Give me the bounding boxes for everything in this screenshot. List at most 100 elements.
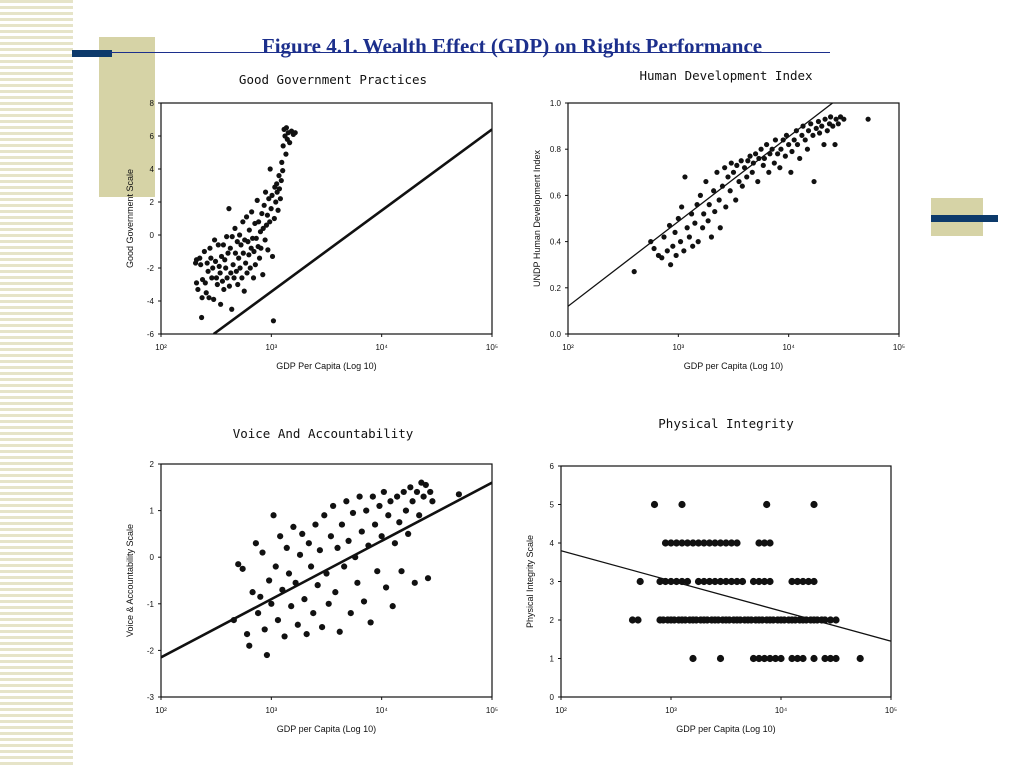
data-point xyxy=(670,243,676,249)
data-point xyxy=(427,488,434,496)
data-point xyxy=(769,146,775,152)
y-tick-label: 2 xyxy=(150,198,155,207)
data-point xyxy=(278,177,284,184)
data-point xyxy=(299,530,306,538)
data-point xyxy=(367,619,374,626)
data-point xyxy=(262,237,268,243)
data-point xyxy=(739,183,745,189)
data-point xyxy=(722,539,730,547)
data-point xyxy=(804,146,811,152)
x-axis-label: GDP per Capita (Log 10) xyxy=(684,361,783,371)
data-point xyxy=(285,570,293,577)
data-point xyxy=(727,539,736,547)
data-point xyxy=(424,575,432,582)
y-tick-label: 0.4 xyxy=(550,238,562,247)
x-tick-label: 10⁴ xyxy=(782,343,795,352)
data-point xyxy=(815,118,822,125)
data-point xyxy=(745,158,751,164)
y-tick-label: -2 xyxy=(147,646,155,655)
data-point xyxy=(343,498,350,505)
data-point xyxy=(356,493,363,500)
data-point xyxy=(802,137,808,143)
data-point xyxy=(767,151,773,157)
data-point xyxy=(290,523,297,531)
data-point xyxy=(808,121,814,127)
data-point xyxy=(243,214,250,220)
x-tick-label: 10³ xyxy=(665,706,677,715)
data-point xyxy=(327,533,335,540)
y-tick-label: 4 xyxy=(150,165,155,174)
data-point xyxy=(221,286,227,293)
data-point xyxy=(233,268,239,274)
data-point xyxy=(274,617,282,624)
data-point xyxy=(722,577,730,586)
data-point xyxy=(266,577,273,584)
data-point xyxy=(283,125,290,131)
data-point xyxy=(684,225,690,231)
data-point xyxy=(228,270,234,276)
chart-title: Good Government Practices xyxy=(239,72,427,87)
data-point xyxy=(352,554,359,561)
data-point xyxy=(409,498,416,505)
regression-line xyxy=(568,103,833,307)
data-point xyxy=(760,539,769,547)
data-point xyxy=(738,577,747,586)
data-point xyxy=(358,528,365,535)
data-point xyxy=(791,137,797,143)
data-point xyxy=(226,206,232,212)
y-tick-label: 6 xyxy=(550,462,555,471)
data-point xyxy=(301,596,308,603)
y-tick-label: -1 xyxy=(147,600,155,609)
data-point xyxy=(207,245,213,251)
data-point xyxy=(841,116,847,122)
data-point xyxy=(334,544,341,551)
x-tick-label: 10⁴ xyxy=(375,343,388,352)
data-point xyxy=(764,141,770,148)
data-point xyxy=(288,603,295,610)
data-point xyxy=(780,137,786,143)
data-point xyxy=(405,530,412,538)
data-point xyxy=(243,630,251,638)
y-tick-label: 0 xyxy=(150,231,155,240)
data-point xyxy=(788,169,794,175)
data-point xyxy=(811,178,817,185)
data-point xyxy=(786,141,792,148)
data-point xyxy=(758,146,764,152)
data-point xyxy=(224,275,230,281)
data-point xyxy=(338,521,346,528)
data-point xyxy=(272,563,279,570)
data-point xyxy=(766,539,774,547)
data-point xyxy=(416,512,423,519)
data-point xyxy=(225,250,231,256)
data-point xyxy=(701,211,707,217)
data-point xyxy=(656,577,664,586)
data-point xyxy=(253,235,259,241)
data-point xyxy=(235,281,241,288)
data-point xyxy=(376,502,383,510)
data-point xyxy=(206,295,212,301)
data-point xyxy=(689,654,697,663)
data-point xyxy=(246,227,252,233)
data-point xyxy=(856,654,864,663)
data-point xyxy=(668,262,674,268)
data-point xyxy=(725,174,731,180)
data-point xyxy=(777,165,783,171)
data-point xyxy=(345,537,352,544)
y-tick-label: 0 xyxy=(550,693,555,702)
data-point xyxy=(256,219,262,225)
data-point xyxy=(824,128,830,134)
data-point xyxy=(254,610,262,617)
data-point xyxy=(371,521,379,528)
data-point xyxy=(199,295,205,301)
data-point xyxy=(224,234,230,240)
y-tick-label: 0.8 xyxy=(550,145,562,154)
data-point xyxy=(400,488,407,496)
data-point xyxy=(793,128,799,134)
data-point xyxy=(760,577,769,586)
chart-title: Human Development Index xyxy=(639,68,813,83)
data-point xyxy=(241,288,247,294)
data-point xyxy=(280,143,286,149)
data-point xyxy=(246,642,253,649)
data-point xyxy=(694,202,700,208)
data-point xyxy=(203,290,209,296)
